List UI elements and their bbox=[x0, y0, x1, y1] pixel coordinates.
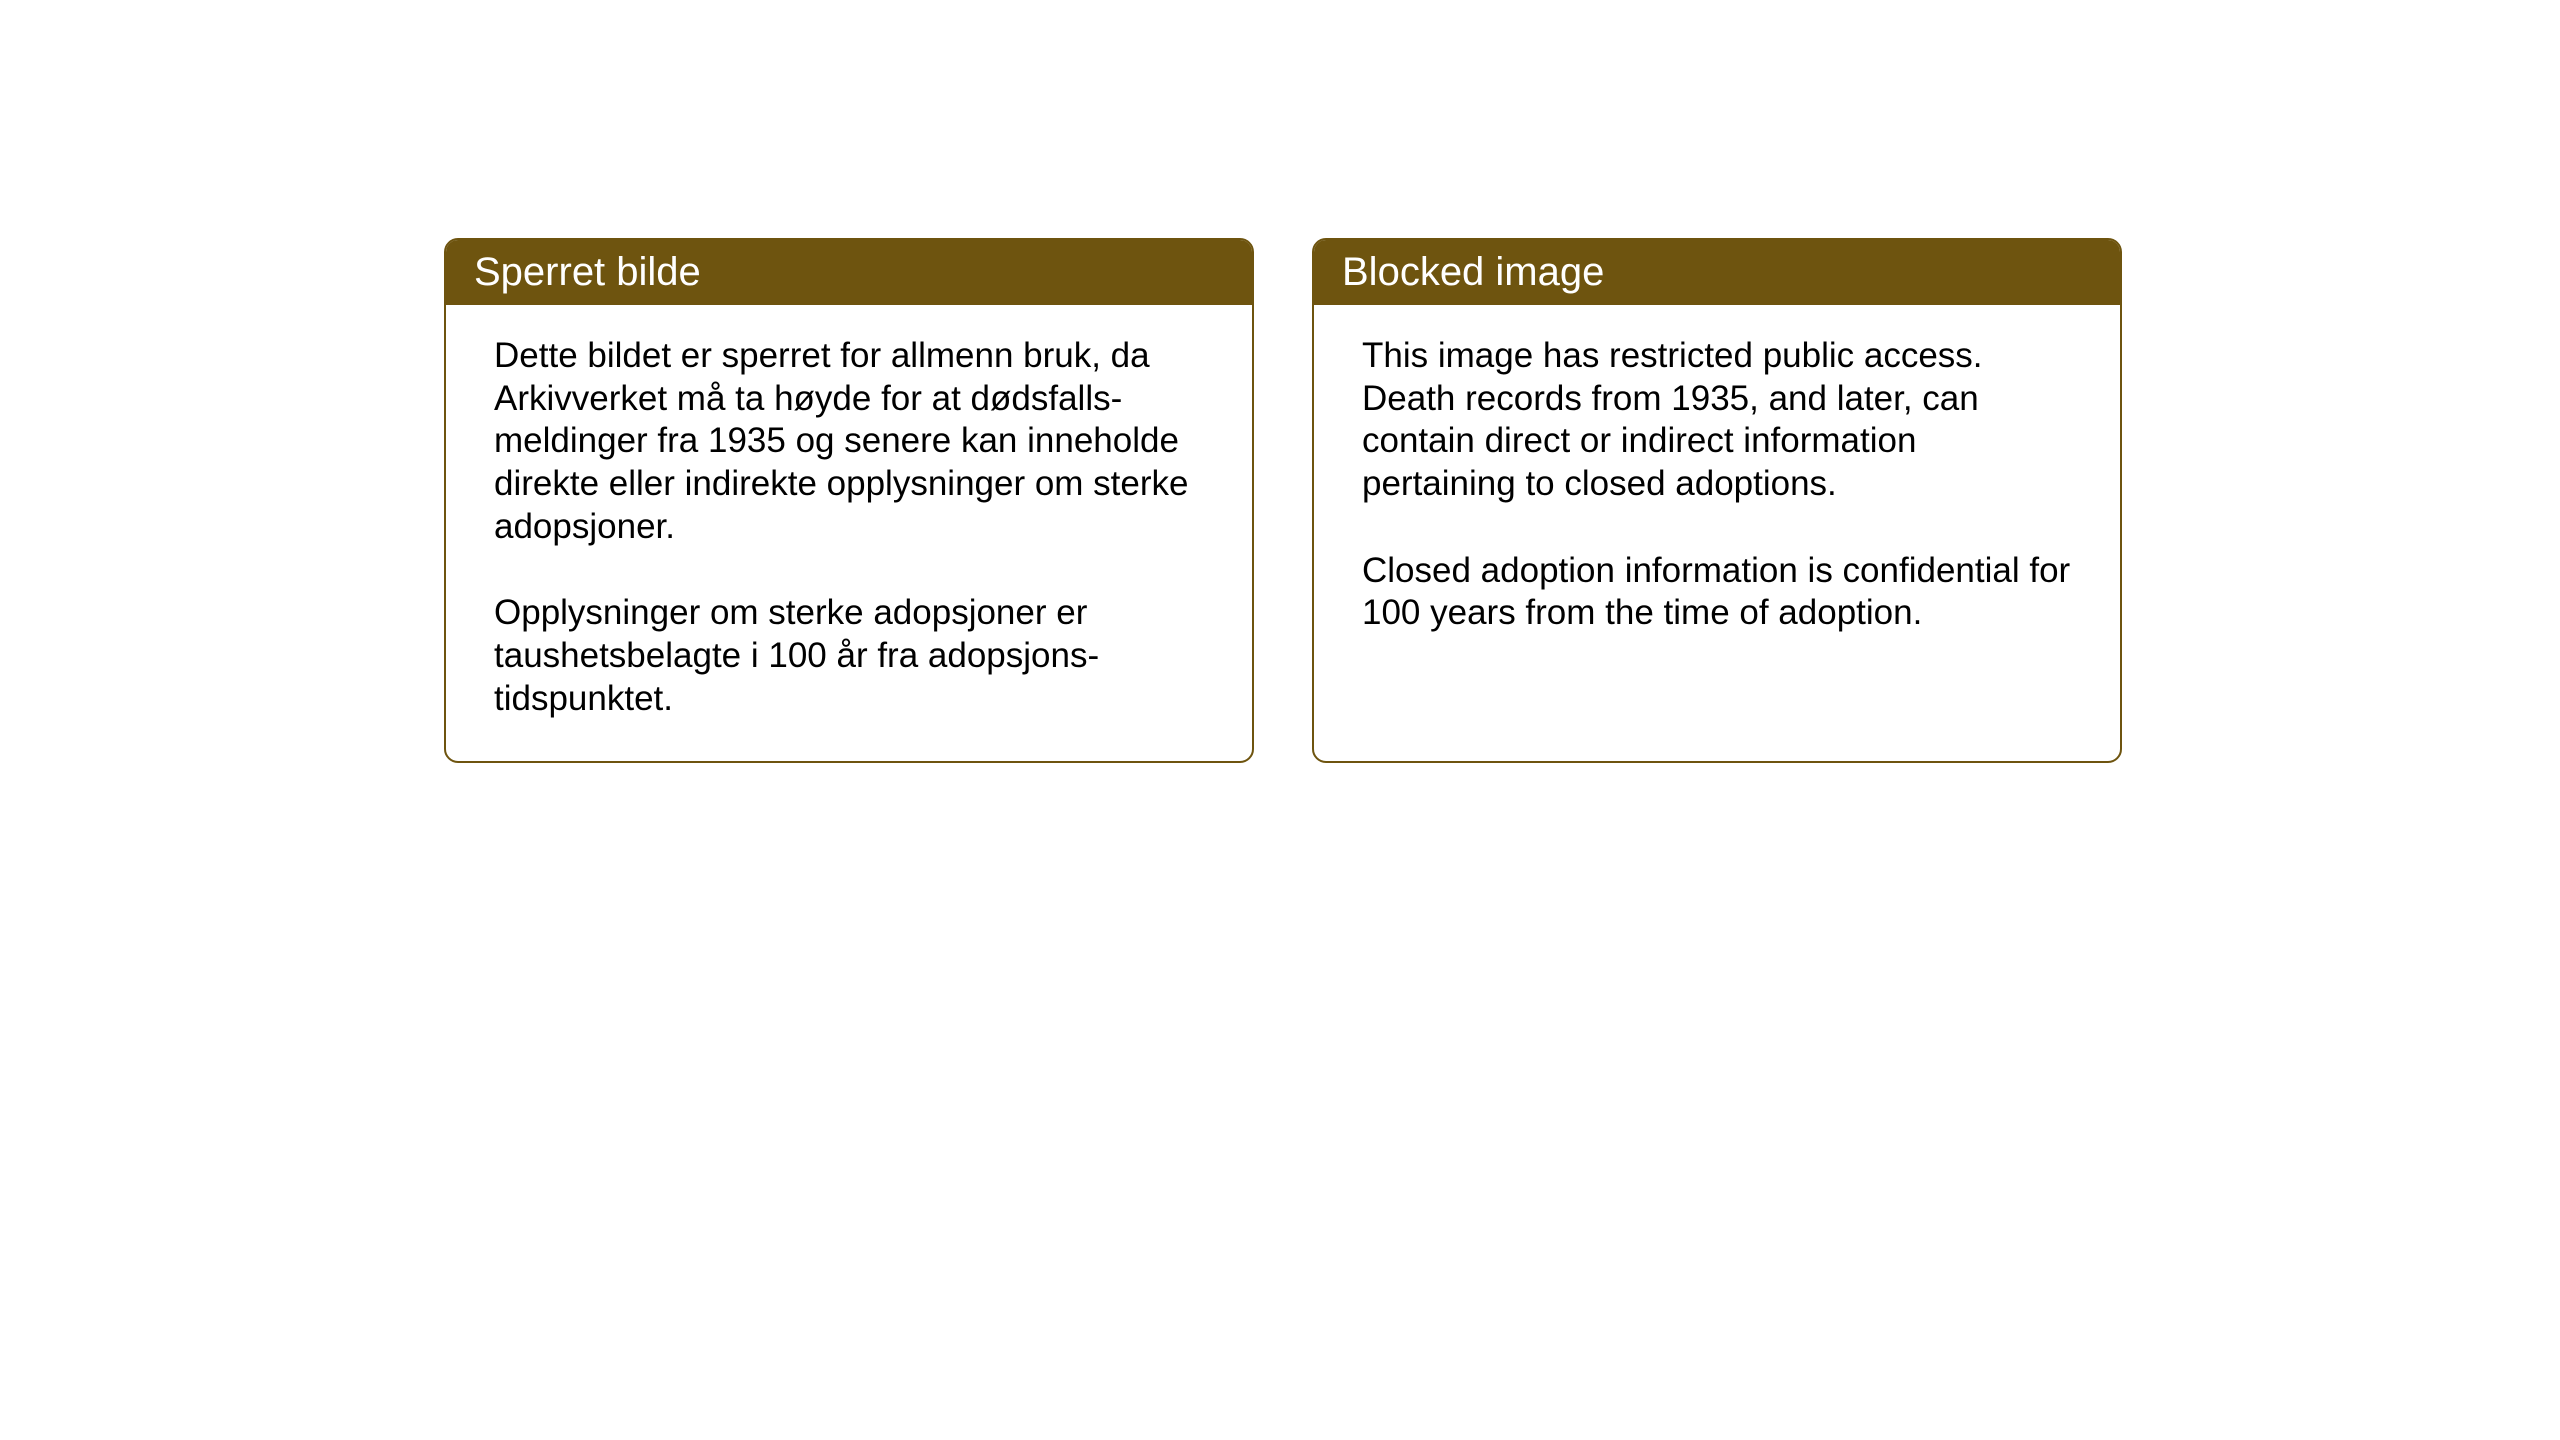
card-body-norwegian: Dette bildet er sperret for allmenn bruk… bbox=[446, 305, 1252, 761]
paragraph-1-norwegian: Dette bildet er sperret for allmenn bruk… bbox=[494, 335, 1204, 548]
card-header-english: Blocked image bbox=[1314, 240, 2120, 305]
paragraph-1-english: This image has restricted public access.… bbox=[1362, 335, 2072, 506]
notice-card-norwegian: Sperret bilde Dette bildet er sperret fo… bbox=[444, 238, 1254, 763]
card-header-norwegian: Sperret bilde bbox=[446, 240, 1252, 305]
card-body-english: This image has restricted public access.… bbox=[1314, 305, 2120, 735]
card-title-english: Blocked image bbox=[1342, 250, 1604, 294]
card-title-norwegian: Sperret bilde bbox=[474, 250, 701, 294]
notice-container: Sperret bilde Dette bildet er sperret fo… bbox=[444, 238, 2122, 763]
notice-card-english: Blocked image This image has restricted … bbox=[1312, 238, 2122, 763]
paragraph-2-norwegian: Opplysninger om sterke adopsjoner er tau… bbox=[494, 592, 1204, 720]
paragraph-2-english: Closed adoption information is confident… bbox=[1362, 550, 2072, 635]
